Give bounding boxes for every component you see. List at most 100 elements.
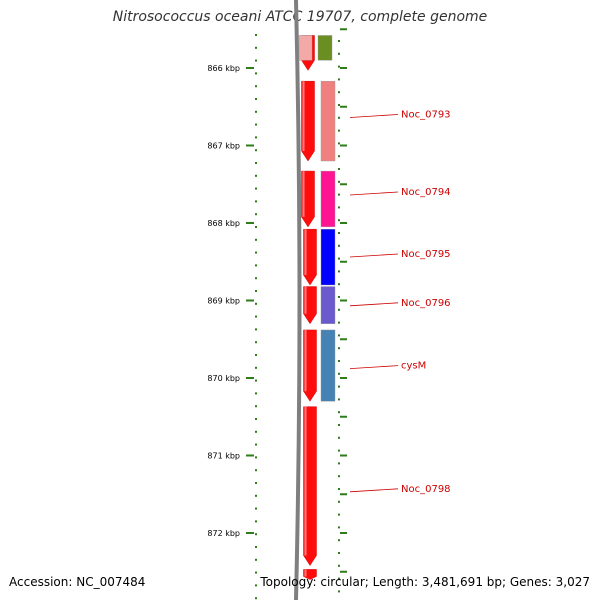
ruler-dot [255,418,257,420]
gene-label: Noc_0798 [401,484,451,495]
gene-block [298,35,313,61]
ruler-dot [338,436,340,439]
gene-block [320,228,336,286]
ruler-dot [255,213,257,216]
ruler-dot [338,449,340,452]
ruler-tick [246,532,254,534]
ruler-dot [338,257,340,260]
ruler-dot [338,411,340,414]
cds-arrow [303,406,317,567]
gene-label-leader [349,365,399,369]
ruler-dot [338,65,340,68]
ruler-tick [246,67,254,69]
ruler-dot [255,558,257,561]
ruler-dot [255,341,257,344]
ruler-dash [340,183,347,186]
ruler-dot [255,482,257,484]
ruler-dot [255,533,257,536]
cds-arrow [303,286,317,325]
ruler-dot [255,162,257,164]
ruler-dot [338,244,340,247]
ruler-dot [255,546,257,548]
ruler-dot [338,129,340,132]
gene-label-leader [349,488,399,493]
ruler-dash [340,570,347,573]
ruler-dot [338,296,340,298]
cds-arrow [303,569,317,580]
ruler-dot [255,392,257,395]
ruler-dot [338,590,340,593]
ruler-dot [255,494,257,497]
ruler-dot [255,430,257,433]
gene-label-leader [349,253,399,258]
ruler-dot [338,78,340,81]
ruler-dot [255,290,257,292]
ruler-tick [246,222,254,224]
ruler-tick [246,454,254,457]
ruler-dot [338,488,340,490]
ruler-dot [338,539,340,542]
ruler-dot [255,226,257,228]
ruler-tick-label: 866 kbp [207,64,240,73]
ruler-tick-label: 869 kbp [207,297,240,306]
ruler-dot [338,232,340,234]
ruler-dot [255,85,257,88]
ruler-dash [340,415,347,418]
ruler-dot [338,552,340,554]
ruler-dot [338,308,340,311]
ruler-dot [255,469,257,472]
ruler-dot [338,321,340,324]
ruler-dot [338,334,340,337]
ruler-dot [255,597,257,600]
gene-label-leader [349,114,399,118]
cds-arrow [301,80,315,162]
ruler-dot [255,72,257,75]
accession-text: Accession: NC_007484 [9,575,146,589]
ruler-tick-label: 872 kbp [207,529,240,538]
ruler-dot [338,270,340,273]
ruler-dot [338,193,340,196]
gene-label-leader [349,191,399,196]
gene-block [320,170,336,228]
ruler-tick-label: 868 kbp [207,219,240,228]
ruler-dot [338,40,340,42]
ruler-dot [338,462,340,465]
ruler-dot [338,513,340,516]
ruler-tick [246,144,254,147]
ruler-dot [255,302,257,305]
ruler-dot [338,398,340,401]
ruler-dot [338,180,340,183]
ruler-dash [340,105,347,108]
ruler-dot [255,315,257,318]
ruler-dot [255,405,257,408]
ruler-dot [338,385,340,388]
ruler-dot [338,475,340,478]
ruler-dot [255,123,257,126]
ruler-dash [340,454,347,457]
ruler-dot [338,500,340,503]
ruler-dot [255,98,257,100]
ruler-dot [255,507,257,510]
map-title: Nitrosococcus oceani ATCC 19707, complet… [112,9,488,25]
ruler-dot [255,264,257,267]
ruler-dot [338,372,340,375]
ruler-dot [338,116,340,119]
ruler-dot [338,526,340,529]
ruler-tick [246,299,254,302]
ruler-dot [255,277,257,280]
gene-block [320,80,336,162]
ruler-dot [338,360,340,362]
ruler-dot [255,149,257,152]
ruler-dot [255,354,257,356]
ruler-dot [255,187,257,190]
ruler-tick-label: 871 kbp [207,452,240,461]
cds-arrow [303,329,317,402]
ruler-dot [255,571,257,574]
ruler-dot [338,347,340,350]
genome-backbone [294,0,302,600]
ruler-dot [338,142,340,145]
ruler-dot [255,200,257,203]
ruler-dot [255,136,257,139]
ruler-dot [255,238,257,241]
